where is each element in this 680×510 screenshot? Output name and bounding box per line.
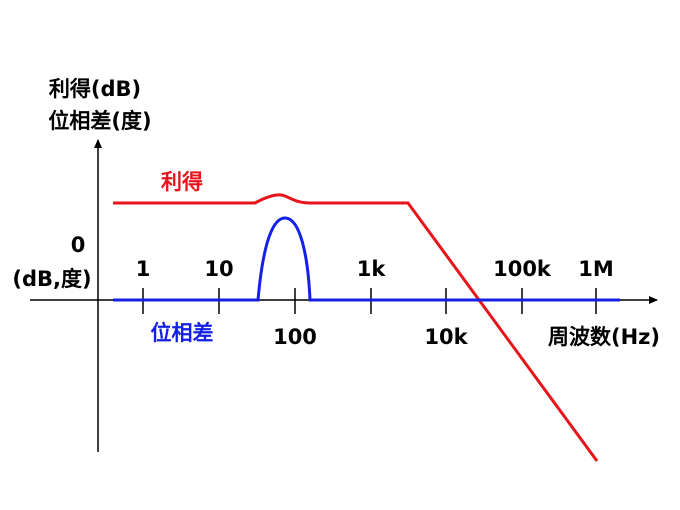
gain-label: 利得 xyxy=(161,170,203,194)
origin-label: (dB,度) xyxy=(12,267,91,291)
phase-label: 位相差 xyxy=(151,321,214,345)
x-tick-label: 10 xyxy=(204,257,233,281)
x-label: 周波数(Hz) xyxy=(548,325,660,349)
y-label: 位相差(度) xyxy=(48,109,151,133)
origin-label: 0 xyxy=(71,233,86,257)
gain-curve xyxy=(113,193,599,462)
x-tick-label: 1M xyxy=(578,257,614,281)
phase-curve xyxy=(113,216,620,302)
y-label: 利得(dB) xyxy=(49,77,141,101)
x-tick-label: 1k xyxy=(357,257,387,281)
x-tick-label: 100 xyxy=(273,325,317,349)
x-tick-label: 1 xyxy=(136,257,151,281)
x-tick-label: 100k xyxy=(493,257,552,281)
x-tick-label: 10k xyxy=(424,325,468,349)
